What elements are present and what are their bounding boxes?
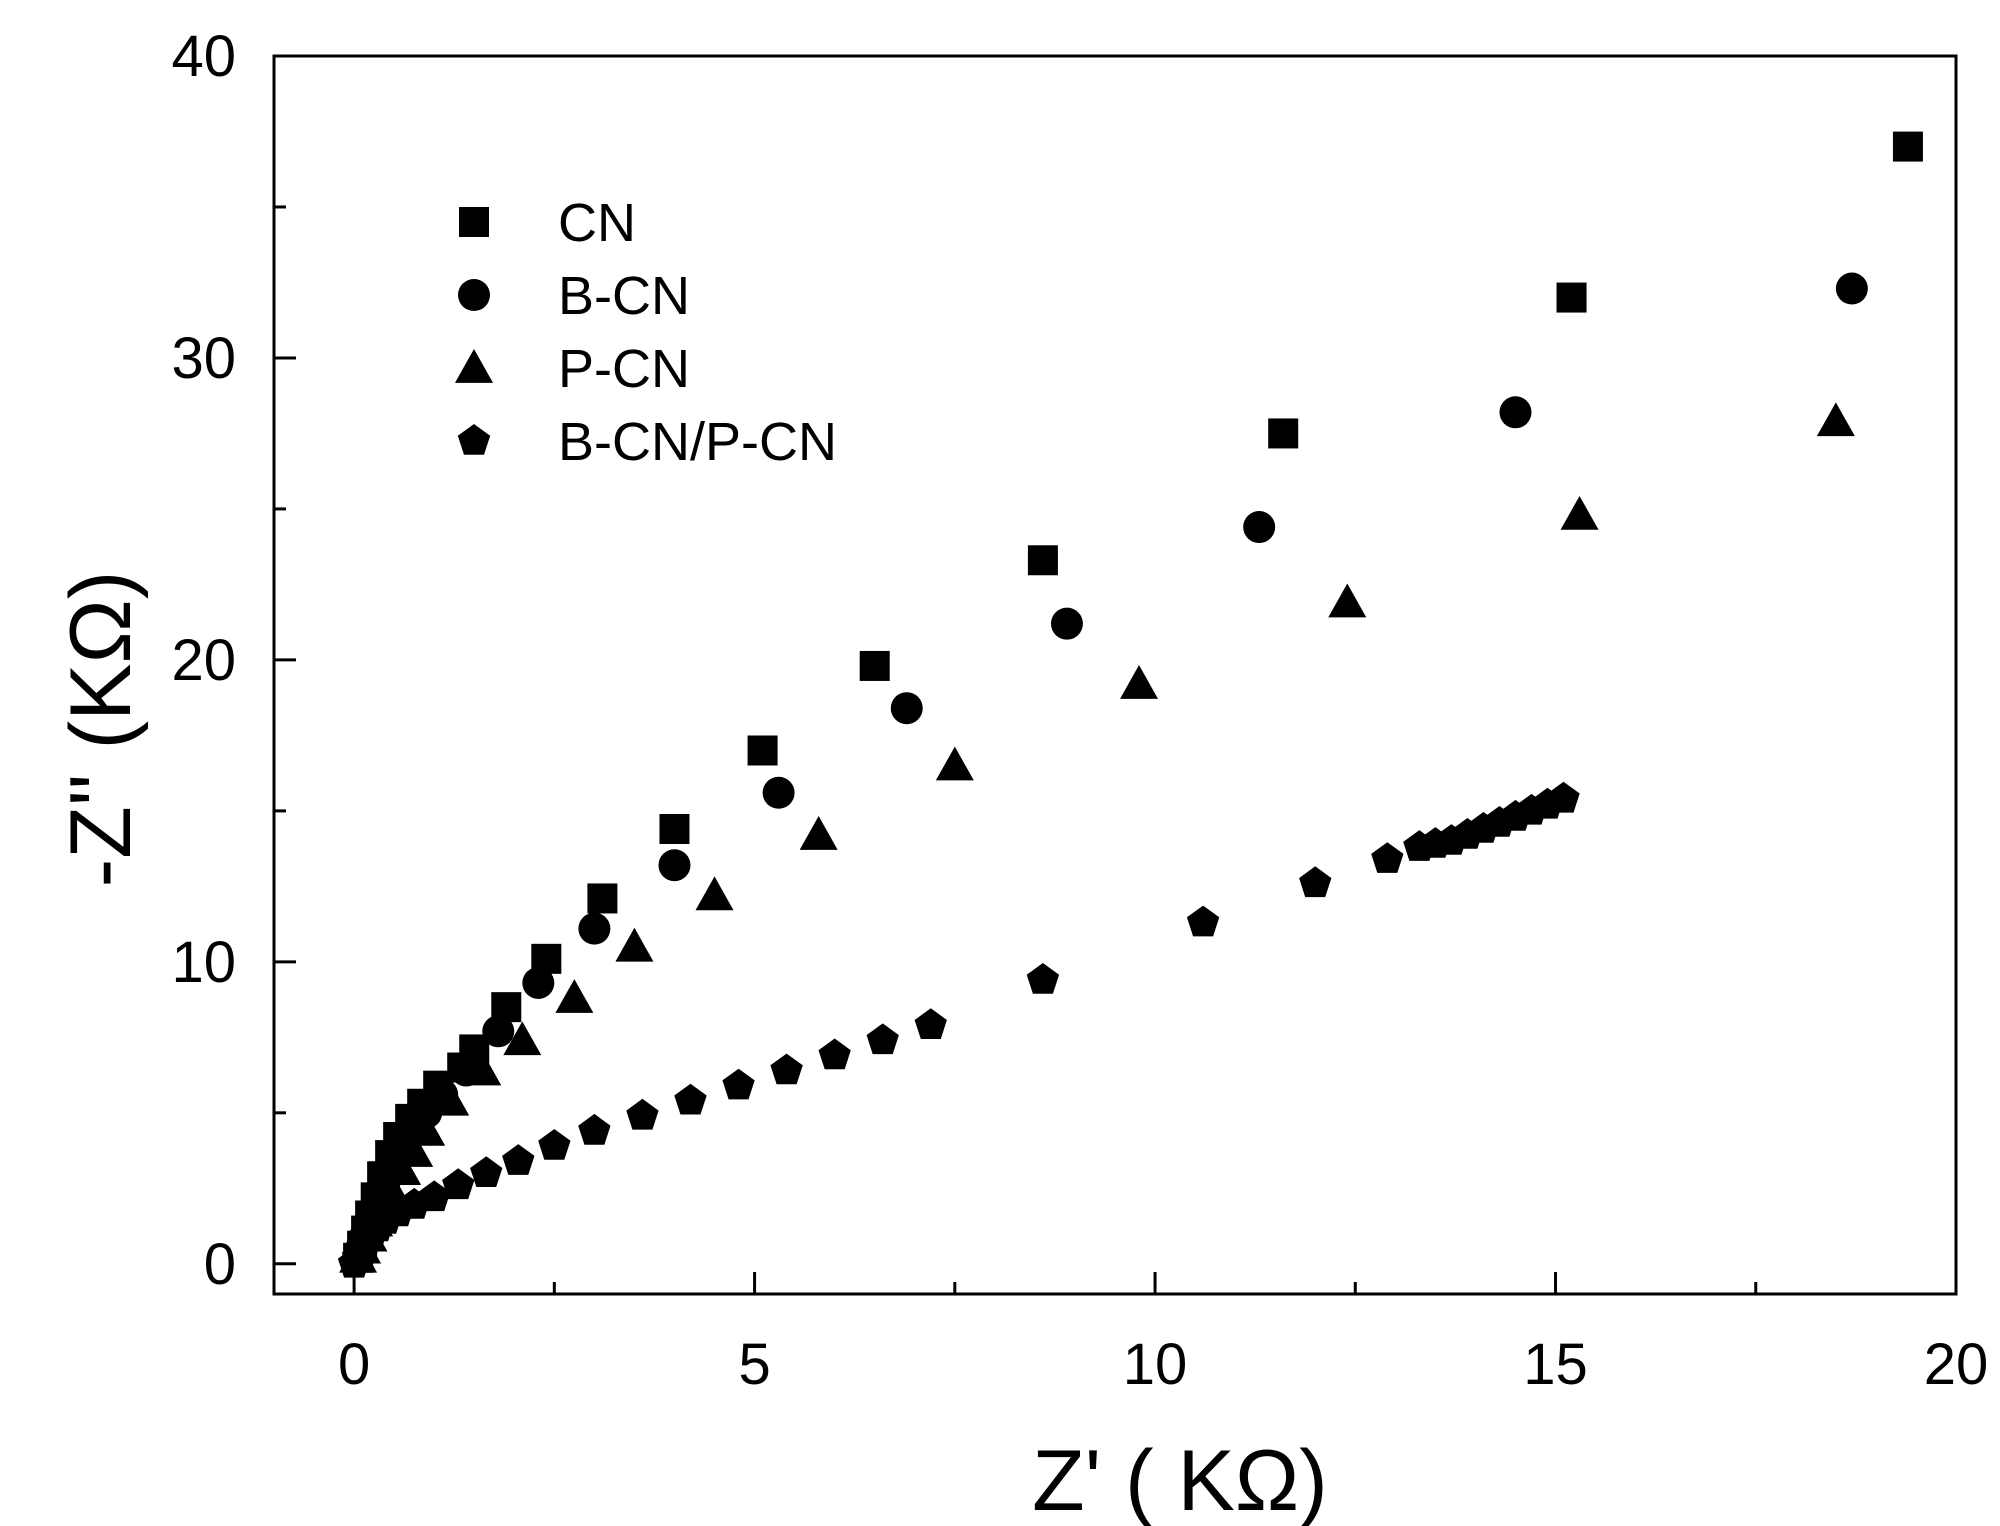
data-point: [818, 1038, 851, 1070]
axis-ticks: [274, 54, 1958, 1294]
series-b-cn-p-cn: [337, 781, 1580, 1278]
data-point: [503, 1021, 542, 1056]
data-point: [674, 1083, 707, 1115]
legend-marker: [455, 349, 493, 383]
data-point: [799, 816, 838, 850]
plot-frame: [272, 54, 1958, 1296]
data-point: [482, 1015, 515, 1048]
data-point: [1268, 418, 1299, 449]
legend-item: B-CN/P-CN: [457, 412, 837, 472]
data-point: [866, 1023, 899, 1055]
data-point: [1299, 866, 1332, 898]
data-point: [587, 883, 618, 914]
data-point: [659, 813, 690, 844]
legend-item: B-CN: [458, 266, 690, 326]
legend-item: CN: [459, 193, 636, 253]
data-point: [747, 735, 778, 766]
data-point: [578, 1113, 611, 1145]
data-point: [859, 650, 890, 681]
data-point: [626, 1098, 659, 1130]
x-tick-label: 20: [1924, 1332, 1989, 1397]
y-tick-label: 30: [171, 326, 236, 391]
data-point: [395, 1133, 434, 1167]
data-point: [1026, 963, 1060, 994]
data-point: [1556, 282, 1587, 313]
data-point: [658, 849, 691, 882]
data-point: [762, 776, 795, 809]
data-point: [615, 927, 654, 962]
data-point: [538, 1129, 571, 1160]
data-point: [722, 1068, 755, 1100]
data-point: [502, 1144, 535, 1175]
data-point: [407, 1111, 446, 1146]
data-point: [1892, 131, 1923, 162]
data-point: [463, 1051, 502, 1086]
data-point: [418, 1180, 451, 1212]
data-points: [337, 131, 1923, 1278]
y-tick-label: 20: [171, 628, 236, 693]
data-point: [1243, 511, 1276, 544]
legend-marker: [457, 424, 491, 455]
y-axis-title: -Z'' (KΩ): [53, 571, 149, 888]
x-tick-label: 0: [338, 1332, 370, 1397]
data-point: [1560, 495, 1599, 530]
y-tick-label: 0: [204, 1232, 236, 1297]
data-point: [383, 1151, 422, 1186]
data-point: [522, 966, 555, 999]
data-point: [442, 1168, 475, 1200]
legend-item: P-CN: [455, 339, 690, 399]
data-point: [1371, 842, 1404, 873]
legend-label: CN: [558, 193, 636, 253]
data-point: [371, 1169, 410, 1204]
legend: CN B-CN P-CN B-CN/P-CN: [455, 193, 837, 472]
data-point: [1050, 607, 1083, 640]
data-point: [470, 1156, 503, 1187]
data-point: [914, 1008, 947, 1039]
x-tick-label: 10: [1123, 1332, 1188, 1397]
data-point: [1547, 781, 1580, 813]
data-point: [1186, 905, 1220, 937]
data-point: [695, 876, 734, 911]
x-axis-title: Z' ( KΩ): [1032, 1433, 1328, 1526]
legend-marker: [459, 207, 489, 237]
data-point: [1835, 272, 1868, 305]
y-tick-label: 40: [171, 24, 236, 89]
y-tick-label: 10: [171, 930, 236, 995]
legend-label: P-CN: [558, 339, 690, 399]
data-point: [1027, 545, 1058, 576]
data-point: [555, 979, 594, 1013]
data-point: [1816, 402, 1855, 437]
legend-label: B-CN: [558, 266, 690, 326]
data-point: [935, 746, 974, 781]
data-point: [431, 1081, 470, 1116]
data-point: [770, 1053, 803, 1085]
data-point: [578, 912, 611, 945]
data-point: [890, 692, 923, 725]
axis-tick-labels: 0 5 10 15 20 0 10 20 30 40: [171, 24, 1988, 1397]
x-tick-label: 15: [1523, 1332, 1588, 1397]
data-point: [1120, 665, 1159, 699]
legend-label: B-CN/P-CN: [558, 412, 837, 472]
data-point: [1328, 583, 1367, 618]
legend-marker: [458, 279, 490, 311]
x-tick-label: 5: [738, 1332, 770, 1397]
data-point: [1499, 396, 1532, 429]
